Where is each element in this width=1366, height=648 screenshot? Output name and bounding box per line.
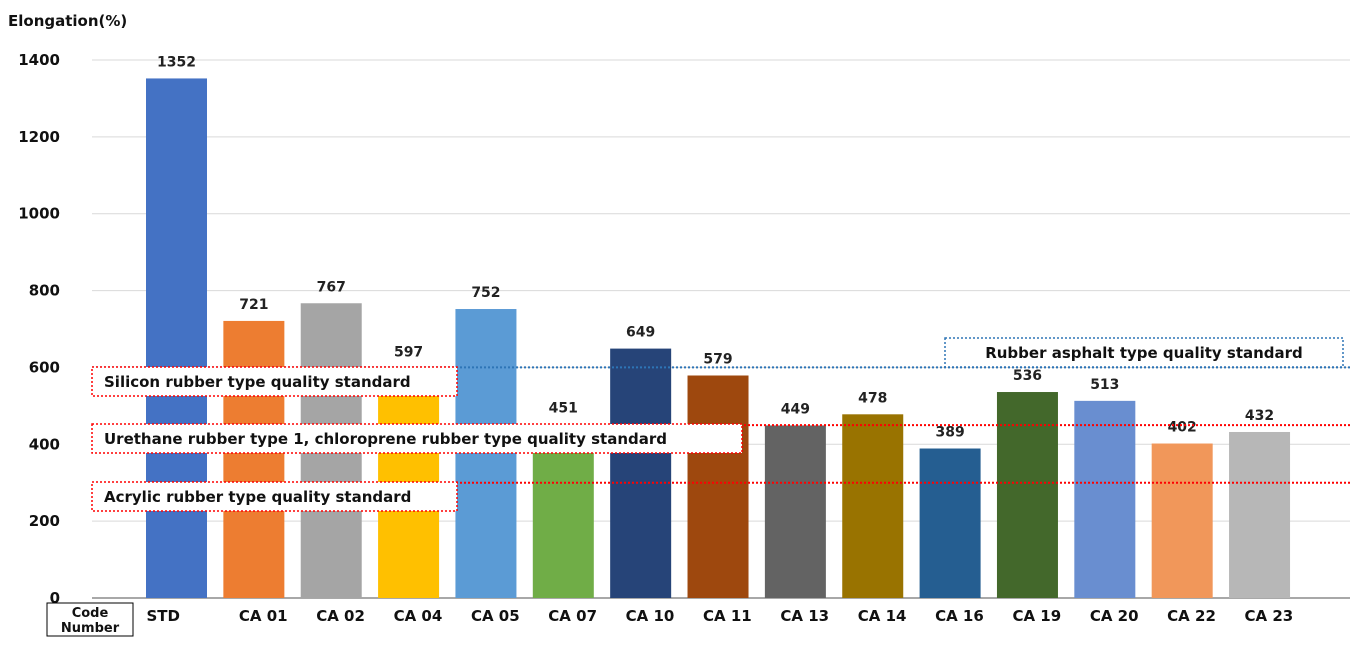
bar xyxy=(146,78,207,598)
data-label: 536 xyxy=(1013,368,1042,384)
category-label: CA 10 xyxy=(626,607,675,625)
category-label: CA 13 xyxy=(780,607,829,625)
data-label: 449 xyxy=(781,401,810,417)
bar xyxy=(764,425,826,598)
data-label: 579 xyxy=(703,351,732,367)
y-tick-label: 800 xyxy=(29,282,60,300)
data-label: 513 xyxy=(1090,377,1119,393)
code-header-line2: Number xyxy=(61,621,120,636)
data-label: 649 xyxy=(626,325,655,341)
bar xyxy=(996,392,1058,598)
code-number-header: Code Number xyxy=(46,602,134,637)
bar xyxy=(1151,443,1213,598)
rubber-asphalt-standard-box xyxy=(944,337,1344,368)
y-tick-label: 1200 xyxy=(18,128,60,146)
category-labels: STD CA 01 CA 02 CA 04 CA 05 CA 07 CA 10 CA 11 CA… xyxy=(147,607,1294,625)
bar xyxy=(1074,400,1136,598)
bar xyxy=(610,348,672,598)
data-label: 752 xyxy=(471,285,500,301)
data-label: 478 xyxy=(858,390,887,406)
silicon-standard-label: Silicon rubber type quality standard xyxy=(104,373,411,391)
code-header-line1: Code xyxy=(72,606,109,621)
bar xyxy=(842,414,904,598)
category-label: CA 20 xyxy=(1090,607,1139,625)
y-tick-label: 200 xyxy=(29,512,60,530)
data-label: 451 xyxy=(549,401,578,417)
acrylic-standard-box xyxy=(91,481,458,512)
category-label: CA 11 xyxy=(703,607,752,625)
data-label: 432 xyxy=(1245,408,1274,424)
urethane-standard-label: Urethane rubber type 1, chloroprene rubb… xyxy=(104,430,667,448)
bar xyxy=(919,448,981,598)
data-label: 389 xyxy=(935,425,964,441)
category-label: CA 22 xyxy=(1167,607,1216,625)
rubber-asphalt-standard-label: Rubber asphalt type quality standard xyxy=(985,344,1303,362)
category-label: CA 07 xyxy=(548,607,597,625)
bar xyxy=(455,309,517,598)
y-tick-labels: 0 200 400 600 800 1000 1200 1400 xyxy=(18,51,60,607)
category-label: CA 16 xyxy=(935,607,984,625)
quality-standards: Rubber asphalt type quality standard Sil… xyxy=(91,337,1350,512)
y-axis-label: Elongation(%) xyxy=(8,12,127,30)
y-tick-label: 0 xyxy=(50,589,60,607)
code-number-box xyxy=(46,602,134,637)
bar xyxy=(1229,431,1291,598)
y-tick-label: 1400 xyxy=(18,51,60,69)
acrylic-standard-label: Acrylic rubber type quality standard xyxy=(104,488,411,506)
bar xyxy=(223,320,285,598)
data-label: 597 xyxy=(394,345,423,361)
category-label: CA 05 xyxy=(471,607,520,625)
y-tick-label: 600 xyxy=(29,358,60,376)
silicon-standard-box xyxy=(91,366,458,397)
data-label: 402 xyxy=(1168,420,1197,436)
data-label: 721 xyxy=(239,297,268,313)
category-label: CA 01 xyxy=(239,607,288,625)
urethane-standard-box xyxy=(91,423,743,454)
category-label: STD xyxy=(147,607,181,625)
data-labels: 1352 721 767 597 752 451 649 579 449 478 389 536 513… xyxy=(157,54,1274,440)
data-label: 1352 xyxy=(157,54,196,70)
data-label: 767 xyxy=(317,279,346,295)
category-label: CA 14 xyxy=(858,607,907,625)
category-label: CA 19 xyxy=(1012,607,1061,625)
category-label: CA 04 xyxy=(394,607,443,625)
category-label: CA 02 xyxy=(316,607,365,625)
bar xyxy=(687,375,749,598)
y-tick-label: 400 xyxy=(29,435,60,453)
category-label: CA 23 xyxy=(1245,607,1294,625)
y-tick-label: 1000 xyxy=(18,205,60,223)
